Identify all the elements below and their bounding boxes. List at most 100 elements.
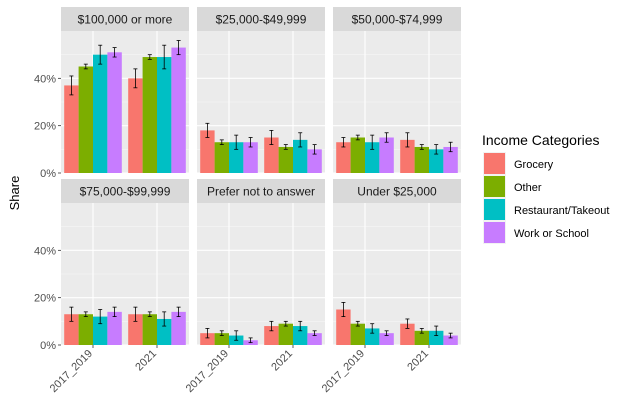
error-bar (176, 40, 181, 56)
y-tick-label: 20% (34, 293, 56, 305)
x-tick-label: 2017_2019 (48, 348, 95, 395)
bar-work-or-school-2021 (443, 335, 458, 345)
error-bar (112, 306, 117, 318)
bar-restaurant-takeout-2021 (293, 139, 308, 173)
bar-other-2017-2019 (78, 314, 93, 345)
bar-other-2021 (142, 57, 157, 173)
bar-other-2021 (278, 146, 293, 173)
error-bar (341, 137, 346, 148)
bar-work-or-school-2021 (307, 333, 322, 345)
error-bar (147, 311, 152, 318)
panel-title: Prefer not to answer (207, 185, 315, 199)
legend-label: Grocery (514, 159, 554, 171)
bar-work-or-school-2017-2019 (243, 142, 258, 173)
panel-under-25-000: Under $25,000 2017_2019 2021 (320, 179, 461, 395)
bar-restaurant-takeout-2017-2019 (93, 54, 108, 173)
error-bar (219, 139, 224, 146)
bar-other-2017-2019 (78, 66, 93, 173)
error-bar (283, 144, 288, 150)
bar-grocery-2017-2019 (64, 314, 79, 345)
bar-grocery-2021 (264, 137, 279, 173)
legend-swatch (484, 199, 505, 220)
error-bar (112, 47, 117, 58)
legend-item-grocery: Grocery (483, 152, 554, 175)
panel-title: $75,000-$99,999 (80, 185, 171, 199)
x-tick-label: 2017_2019 (184, 348, 231, 395)
bar-other-2017-2019 (350, 323, 365, 345)
bar-grocery-2021 (264, 326, 279, 345)
bar-work-or-school-2021 (171, 311, 186, 345)
bar-work-or-school-2017-2019 (107, 52, 122, 173)
error-bar (83, 311, 88, 318)
error-bar (205, 328, 210, 339)
bar-restaurant-takeout-2021 (157, 57, 172, 173)
bar-grocery-2017-2019 (200, 130, 215, 173)
error-bar (248, 137, 253, 148)
bar-grocery-2017-2019 (336, 309, 351, 345)
y-tick-label: 40% (34, 245, 56, 257)
error-bar (219, 330, 224, 336)
y-axis-title: Share (7, 176, 22, 211)
panel-strip (197, 179, 325, 203)
error-bar (448, 141, 453, 153)
bar-grocery-2021 (128, 78, 143, 173)
bar-restaurant-takeout-2017-2019 (93, 316, 108, 345)
error-bar (98, 309, 103, 325)
panel-title: $50,000-$74,999 (352, 13, 443, 27)
legend-label: Restaurant/Takeout (514, 205, 609, 217)
bar-other-2017-2019 (214, 142, 229, 173)
bar-work-or-school-2021 (307, 149, 322, 173)
panel-75-000-99-999: $75,000-$99,999 0% 20% 40% 2017_2019 2021 (34, 179, 189, 395)
panel-25-000-49-999: $25,000-$49,999 (197, 7, 325, 174)
error-bar (434, 325, 439, 336)
legend-title: Income Categories (482, 132, 600, 148)
error-bar (162, 311, 167, 327)
error-bar (205, 122, 210, 138)
bar-other-2021 (278, 323, 293, 345)
legend-swatch (484, 153, 505, 174)
y-tick-label: 0% (40, 340, 56, 352)
error-bar (176, 306, 181, 318)
panel-title: Under $25,000 (357, 185, 437, 199)
bar-restaurant-takeout-2021 (429, 149, 444, 173)
panel-strip (333, 179, 461, 203)
error-bar (355, 320, 360, 327)
bar-grocery-2021 (400, 323, 415, 345)
error-bar (133, 68, 138, 89)
bar-restaurant-takeout-2017-2019 (229, 142, 244, 173)
bar-other-2021 (142, 314, 157, 345)
error-bar (405, 318, 410, 329)
bar-restaurant-takeout-2017-2019 (365, 142, 380, 173)
x-tick-label: 2021 (269, 348, 295, 374)
panel-prefer-not-to-answer: Prefer not to answer 2017_2019 2021 (184, 179, 325, 395)
error-bar (248, 337, 253, 344)
panel-strip (333, 7, 461, 31)
bar-work-or-school-2017-2019 (379, 137, 394, 173)
bar-work-or-school-2021 (443, 146, 458, 173)
bar-other-2021 (414, 146, 429, 173)
error-bar (448, 332, 453, 339)
error-bar (312, 144, 317, 155)
error-bar (283, 320, 288, 327)
error-bar (341, 301, 346, 318)
panel-50-000-74-999: $50,000-$74,999 (333, 7, 461, 174)
panel-title: $100,000 or more (78, 13, 173, 27)
error-bar (234, 330, 239, 341)
error-bar (419, 328, 424, 334)
error-bar (434, 144, 439, 155)
bar-other-2017-2019 (214, 333, 229, 345)
y-tick-label: 40% (34, 73, 56, 85)
error-bar (98, 44, 103, 65)
x-tick-label: 2017_2019 (320, 348, 367, 395)
error-bar (269, 129, 274, 146)
bar-work-or-school-2017-2019 (379, 333, 394, 345)
error-bar (384, 330, 389, 336)
legend: Income Categories Grocery Other Restaurant… (482, 132, 609, 244)
bar-grocery-2017-2019 (336, 142, 351, 173)
y-tick-label: 0% (40, 168, 56, 180)
error-bar (370, 323, 375, 334)
panel-title: $25,000-$49,999 (216, 13, 307, 27)
panel-strip (61, 7, 189, 31)
bar-other-2017-2019 (350, 137, 365, 173)
